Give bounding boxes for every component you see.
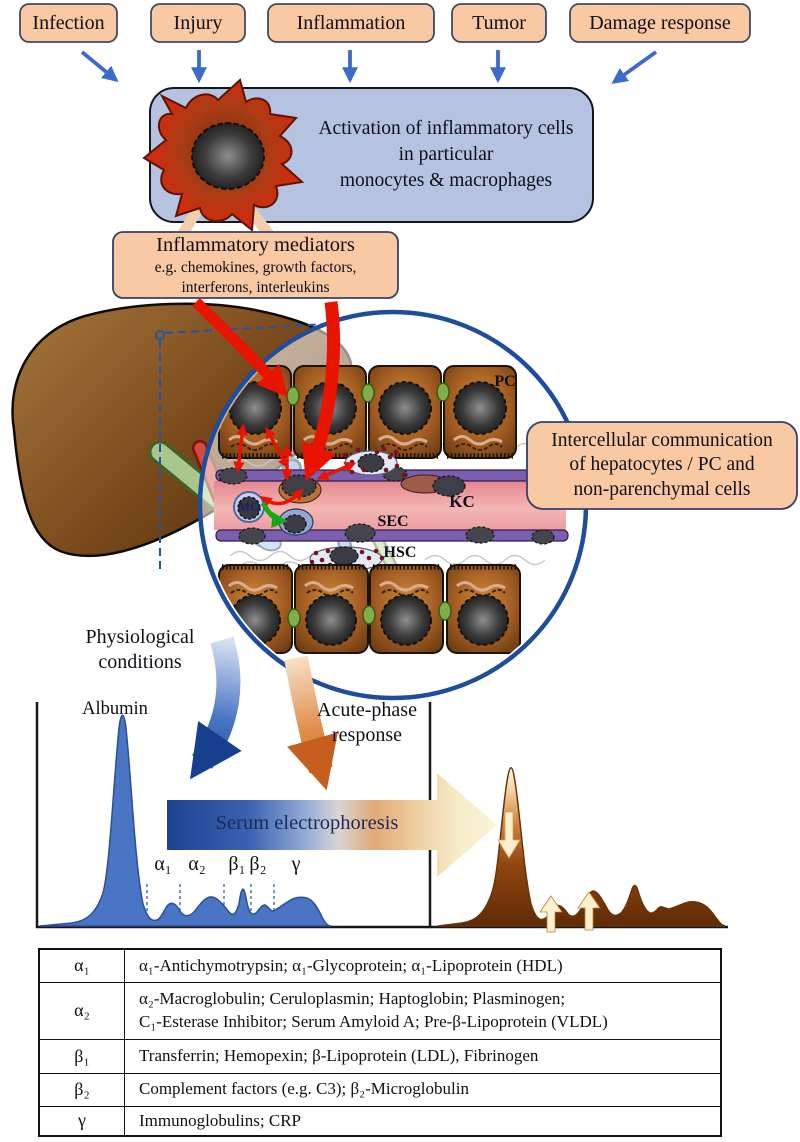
physiological-flow-arrow <box>190 636 242 780</box>
table-row: β₂ Complement factors (e.g. C3); β₂-Micr… <box>38 1072 722 1107</box>
mediators-line-2: interferons, interleukins <box>181 278 330 296</box>
acute-line-2: response <box>332 724 402 746</box>
acute-phase-flow-arrow <box>284 655 338 791</box>
fraction-label-alpha2: α₂ <box>188 853 206 875</box>
communication-text: Intercellular communication of hepatocyt… <box>527 424 797 507</box>
activation-line-3: monocytes & macrophages <box>339 170 553 192</box>
hepatocyte-row-bottom <box>218 564 521 654</box>
table-row: β₁ Transferrin; Hemopexin; β-Lipoprotein… <box>38 1038 722 1074</box>
table-row-label: α₂ <box>38 981 125 1040</box>
left-chart-axes <box>35 702 430 929</box>
acute-line-1: Acute-phase <box>317 699 417 721</box>
trigger-box-infection: Infection <box>32 11 105 34</box>
table-row-label: β₁ <box>38 1038 125 1074</box>
table-row-label: β₂ <box>38 1072 125 1107</box>
label-hepatic-stellate-cells: HSC <box>383 544 417 561</box>
physiological-line-1: Physiological <box>85 626 195 648</box>
trigger-box-tumor: Tumor <box>472 11 526 34</box>
fraction-protein-table: α₁ α₁-Antichymotrypsin; α₁-Glycoprotein;… <box>38 948 722 1137</box>
albumin-decrease-arrow <box>497 811 521 859</box>
bile-canaliculi-dots <box>286 382 450 406</box>
alpha1-increase-arrow <box>539 895 563 933</box>
stellate-cell-top <box>342 446 407 478</box>
alpha2-increase-arrow <box>577 891 601 931</box>
table-row: γ Immunoglobulins; CRP <box>38 1105 722 1137</box>
label-sinusoidal-endothelial-cells: SEC <box>377 513 409 530</box>
table-row-label: α₁ <box>38 948 125 983</box>
monocyte-cell <box>233 491 265 523</box>
table-row: α₁ α₁-Antichymotrypsin; α₁-Glycoprotein;… <box>38 948 722 983</box>
table-row-text: Complement factors (e.g. C3); β₂-Microgl… <box>124 1072 722 1107</box>
fraction-separators <box>146 884 275 924</box>
intercellular-signal-arrows <box>233 423 357 508</box>
activation-line-1: Activation of inflammatory cells <box>318 117 574 139</box>
table-row-text: α₁-Antichymotrypsin; α₁-Glycoprotein; α₁… <box>124 948 722 983</box>
hepatocyte-cell <box>368 365 442 459</box>
trigger-box-injury: Injury <box>173 11 223 34</box>
activation-text: Activation of inflammatory cells in part… <box>300 100 592 210</box>
macrophage-icon <box>142 78 305 232</box>
physiological-conditions-label: Physiological conditions <box>56 625 224 675</box>
table-row-label: γ <box>38 1105 125 1137</box>
communication-line-2: of hepatocytes / PC and <box>569 454 755 476</box>
trigger-box-inflammation: Inflammation <box>296 11 406 34</box>
mediators-text: Inflammatory mediators e.g. chemokines, … <box>113 234 398 296</box>
table-row-text: Immunoglobulins; CRP <box>124 1105 722 1137</box>
table-row-text: α₂-Macroglobulin; Ceruloplasmin; Haptogl… <box>124 981 722 1040</box>
trigger-boxes <box>19 3 751 43</box>
trigger-arrows <box>80 50 658 84</box>
label-parenchymal-cells: PC <box>494 373 516 390</box>
communication-line-3: non-parenchymal cells <box>573 478 751 500</box>
communication-panel <box>526 421 798 510</box>
mediator-arrows <box>192 298 340 482</box>
hepatocyte-cell <box>443 365 517 459</box>
mediators-title: Inflammatory mediators <box>156 233 355 256</box>
label-monocyte: MO <box>237 499 261 514</box>
physiological-electrophoresis-curve <box>39 714 332 927</box>
fraction-label-beta2: β₂ <box>249 853 267 875</box>
zoom-callout-lines <box>155 323 327 570</box>
fraction-label-beta1: β₁ <box>228 853 246 875</box>
fraction-label-gamma: γ <box>291 853 301 875</box>
fraction-label-alpha1: α₁ <box>154 853 172 875</box>
communication-line-1: Intercellular communication <box>551 429 773 451</box>
bile-canaliculi-dots <box>287 601 452 628</box>
mediators-panel <box>112 231 399 299</box>
activation-line-2: in particular <box>398 143 494 165</box>
acute-phase-electrophoresis-curve <box>437 767 726 927</box>
table-row-text: Transferrin; Hemopexin; β-Lipoprotein (L… <box>124 1038 722 1074</box>
monocyte-signal-arrow <box>260 501 288 528</box>
concentration-change-arrows <box>497 811 601 933</box>
liver-tissue-inset <box>214 365 569 654</box>
hepatocyte-cell <box>294 564 369 654</box>
sec-cell <box>278 508 314 536</box>
label-kupffer-cells: KC <box>449 492 475 511</box>
physiological-line-2: conditions <box>98 651 182 673</box>
serum-electrophoresis-label: Serum electrophoresis <box>215 812 399 834</box>
acute-phase-label: Acute-phase response <box>300 698 434 748</box>
right-chart-axes <box>428 702 728 929</box>
trigger-box-damage-response: Damage response <box>589 11 731 34</box>
hepatocyte-cell <box>369 564 444 654</box>
mediators-line-1: e.g. chemokines, growth factors, <box>154 259 357 277</box>
serum-electrophoresis-arrow <box>167 773 497 877</box>
table-row: α₂ α₂-Macroglobulin; Ceruloplasmin; Hapt… <box>38 981 722 1040</box>
hepatocyte-cell <box>446 564 521 654</box>
albumin-label: Albumin <box>82 699 148 719</box>
